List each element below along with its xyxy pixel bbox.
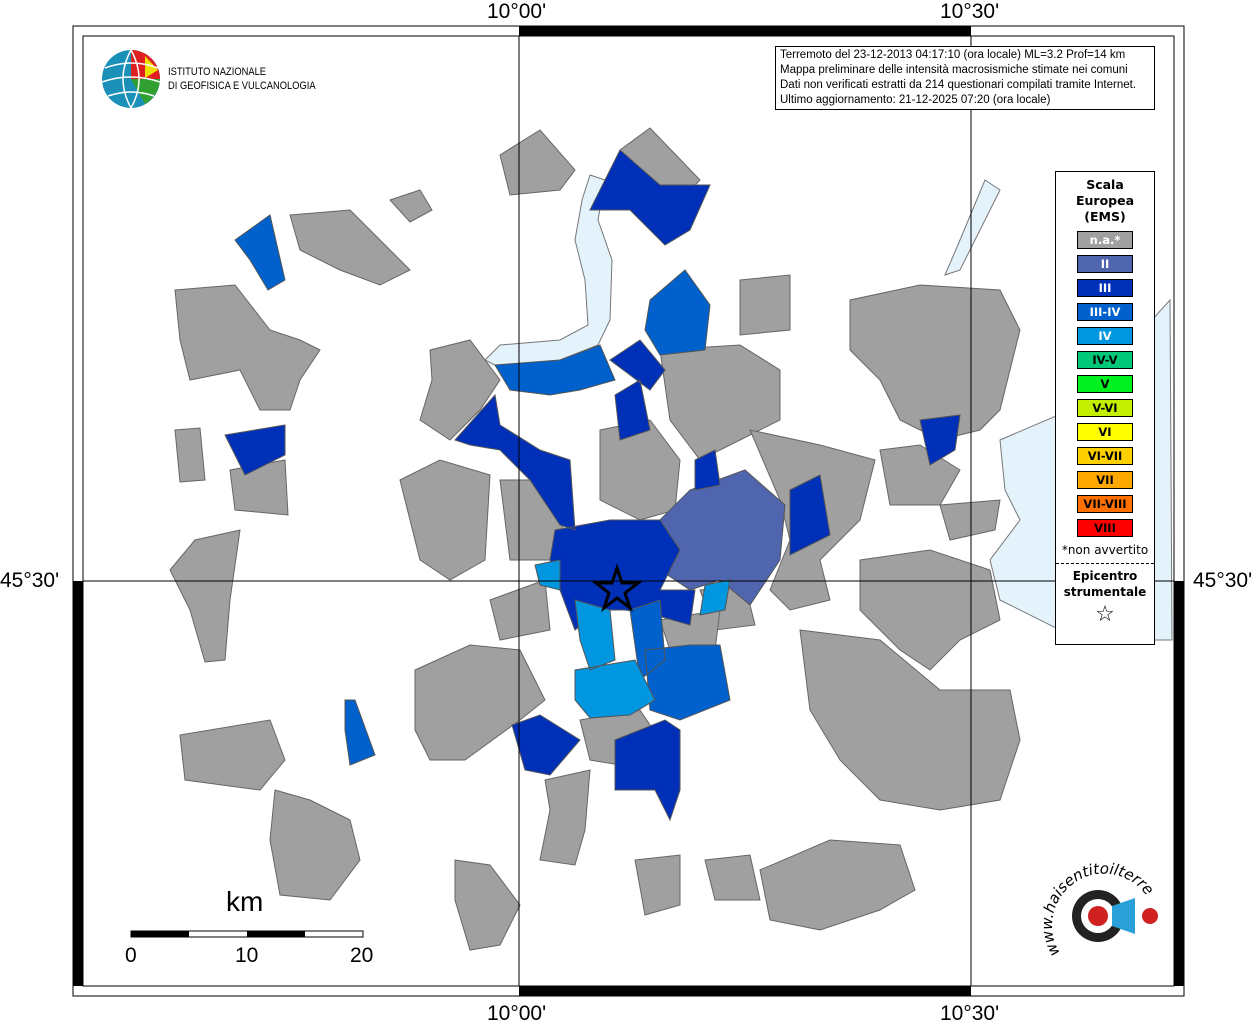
- lon-label-top-left: 10°00': [487, 0, 547, 23]
- legend-swatch-iii: III: [1077, 279, 1133, 297]
- globe-icon: [101, 49, 161, 109]
- legend-swatch-vvi: V-VI: [1077, 399, 1133, 417]
- ingv-logo: ISTITUTO NAZIONALE DI GEOFISICA E VULCANO…: [100, 48, 342, 110]
- scalebar-unit: km: [226, 886, 264, 917]
- legend-swatch-ii: II: [1077, 255, 1133, 273]
- lat-label-right: 45°30': [1193, 569, 1253, 592]
- ems-legend: Scala Europea (EMS) n.a.* II III III-IV IV IV-V…: [1055, 171, 1155, 645]
- legend-swatch-ivv: IV-V: [1077, 351, 1133, 369]
- legend-swatch-vivii: VI-VII: [1077, 447, 1133, 465]
- legend-swatch-viii: VIII: [1077, 519, 1133, 537]
- scalebar-tick: 20: [350, 944, 374, 967]
- legend-swatch-iiiiv: III-IV: [1077, 303, 1133, 321]
- legend-swatch-na: n.a.*: [1077, 231, 1133, 249]
- star-icon: ☆: [1095, 602, 1115, 627]
- area-iv: [534, 559, 731, 719]
- scalebar-tick: 10: [235, 944, 259, 967]
- legend-swatch-iv: IV: [1077, 327, 1133, 345]
- area-iii-iv: [234, 214, 731, 766]
- legend-swatch-viiviii: VII-VIII: [1077, 495, 1133, 513]
- legend-swatch-vii: VII: [1077, 471, 1133, 489]
- lake-iseo: [484, 174, 613, 369]
- epicenter-star-icon: [591, 563, 643, 613]
- event-info-box: Terremoto del 23-12-2013 04:17:10 (ora l…: [775, 46, 1155, 110]
- lon-label-bottom-right: 10°30': [940, 1002, 1000, 1025]
- lon-label-top-right: 10°30': [940, 0, 1000, 23]
- lon-label-bottom-left: 10°00': [487, 1002, 547, 1025]
- legend-note: *non avvertito: [1061, 543, 1149, 557]
- frame-bars: [73, 26, 1184, 996]
- scalebar: [130, 930, 364, 938]
- hsi-logo[interactable]: www.haisentitoilterremoto.it: [1040, 858, 1160, 978]
- lat-label-left: 45°30': [0, 569, 60, 592]
- legend-swatch-vi: VI: [1077, 423, 1133, 441]
- scalebar-tick: 0: [125, 944, 137, 967]
- area-iii: [224, 149, 961, 822]
- municipalities-intensity: [224, 149, 961, 822]
- grid-lines: [83, 36, 1174, 986]
- legend-swatch-v: V: [1077, 375, 1133, 393]
